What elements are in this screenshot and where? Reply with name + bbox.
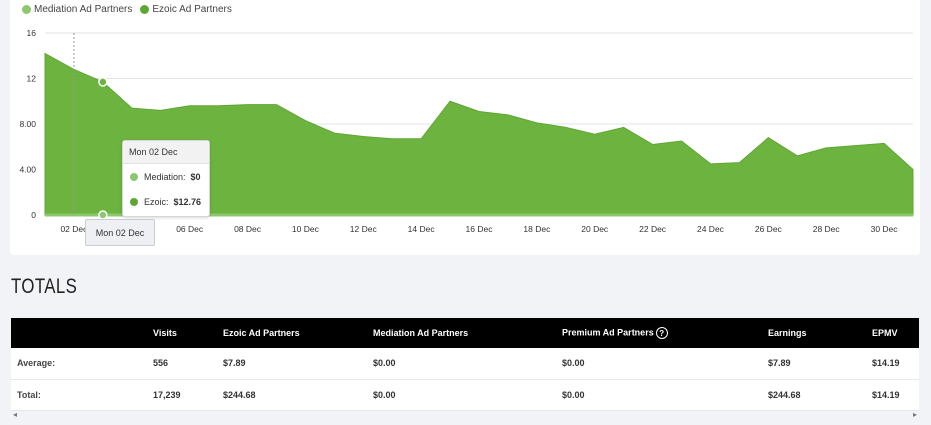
table-row: Total: 17,239 $244.68 $0.00 $0.00 $244.6… (11, 379, 919, 410)
col-header-mediation[interactable]: Mediation Ad Partners (373, 328, 469, 338)
cell-epmv: $14.19 (872, 389, 900, 400)
scroll-right-icon[interactable]: ▸ (912, 410, 917, 419)
totals-title: TOTALS (11, 275, 78, 298)
col-header-premium-label: Premium Ad Partners (562, 327, 654, 338)
x-tick-label: 06 Dec (176, 224, 204, 234)
legend-mediation-dot (22, 5, 31, 14)
tooltip-ezoic-row: Ezoic: $12.76 (123, 189, 209, 214)
help-icon[interactable]: ? (655, 327, 668, 339)
legend-ezoic-label: Ezoic Ad Partners (152, 4, 232, 15)
col-header-premium[interactable]: Premium Ad Partners? (556, 318, 762, 348)
x-tick-label: 20 Dec (581, 224, 609, 234)
legend-mediation[interactable]: Mediation Ad Partners (22, 4, 132, 15)
cell-premium: $0.00 (562, 389, 585, 400)
legend-ezoic[interactable]: Ezoic Ad Partners (140, 4, 232, 15)
col-header-blank (11, 318, 147, 348)
cell-earnings: $7.89 (768, 358, 791, 369)
x-tick-label: 02 Dec (60, 224, 88, 234)
y-tick-label: 0 (31, 210, 36, 220)
tooltip-ezoic-dot (130, 197, 138, 206)
x-tick-label: 18 Dec (523, 224, 551, 234)
chart-tooltip: Mon 02 Dec Mediation: $0 Ezoic: $12.76 (122, 140, 210, 217)
col-header-visits[interactable]: Visits (153, 328, 177, 338)
tooltip-mediation-dot (130, 172, 138, 181)
legend-ezoic-dot (140, 5, 150, 14)
cell-earnings: $244.68 (768, 389, 801, 400)
y-tick-label: 16 (27, 28, 37, 38)
y-tick-label: 4.00 (19, 165, 36, 175)
x-tick-label: 16 Dec (466, 224, 494, 234)
totals-table: Visits Ezoic Ad Partners Mediation Ad Pa… (11, 318, 919, 411)
cell-ezoic: $244.68 (223, 389, 256, 400)
x-tick-label: 24 Dec (697, 224, 725, 234)
hover-marker-ezoic (98, 77, 108, 87)
earnings-chart-card: Mediation Ad Partners Ezoic Ad Partners … (10, 0, 920, 255)
col-header-epmv[interactable]: EPMV (872, 328, 898, 338)
legend-mediation-label: Mediation Ad Partners (34, 4, 133, 15)
scroll-left-icon[interactable]: ◂ (13, 410, 18, 419)
tooltip-mediation-row: Mediation: $0 (123, 164, 209, 189)
tooltip-ezoic-value: $12.76 (173, 196, 202, 207)
tooltip-ezoic-label: Ezoic: (144, 196, 169, 207)
cell-visits: 17,239 (153, 389, 181, 400)
row-label-average: Average: (17, 358, 56, 369)
x-tick-label: 28 Dec (813, 224, 841, 234)
x-tick-label: 08 Dec (234, 224, 262, 234)
tooltip-date: Mon 02 Dec (123, 141, 209, 164)
x-tick-label: 30 Dec (871, 224, 899, 234)
y-tick-label: 8.00 (19, 119, 36, 129)
cell-mediation: $0.00 (373, 389, 396, 400)
chart-legend: Mediation Ad Partners Ezoic Ad Partners (22, 4, 232, 15)
hover-marker-mediation (98, 210, 108, 220)
hover-x-label: Mon 02 Dec (85, 219, 155, 246)
table-row: Average: 556 $7.89 $0.00 $0.00 $7.89 $14… (11, 348, 919, 379)
cell-epmv: $14.19 (872, 358, 900, 369)
ezoic-area-series (44, 52, 914, 216)
col-header-ezoic[interactable]: Ezoic Ad Partners (223, 328, 300, 338)
cell-ezoic: $7.89 (223, 358, 246, 369)
cell-mediation: $0.00 (373, 358, 396, 369)
row-label-total: Total: (17, 389, 41, 400)
totals-header-row: Visits Ezoic Ad Partners Mediation Ad Pa… (11, 318, 919, 348)
horizontal-scrollbar[interactable]: ◂ ▸ (11, 410, 919, 422)
x-tick-label: 12 Dec (350, 224, 378, 234)
tooltip-mediation-value: $0 (190, 171, 201, 182)
x-tick-label: 26 Dec (755, 224, 783, 234)
x-tick-label: 10 Dec (292, 224, 320, 234)
tooltip-mediation-label: Mediation: (144, 171, 186, 182)
y-tick-label: 12 (27, 74, 37, 84)
cell-premium: $0.00 (562, 358, 585, 369)
x-tick-label: 22 Dec (639, 224, 667, 234)
cell-visits: 556 (153, 358, 169, 369)
x-tick-label: 14 Dec (408, 224, 436, 234)
col-header-earnings[interactable]: Earnings (768, 328, 807, 338)
